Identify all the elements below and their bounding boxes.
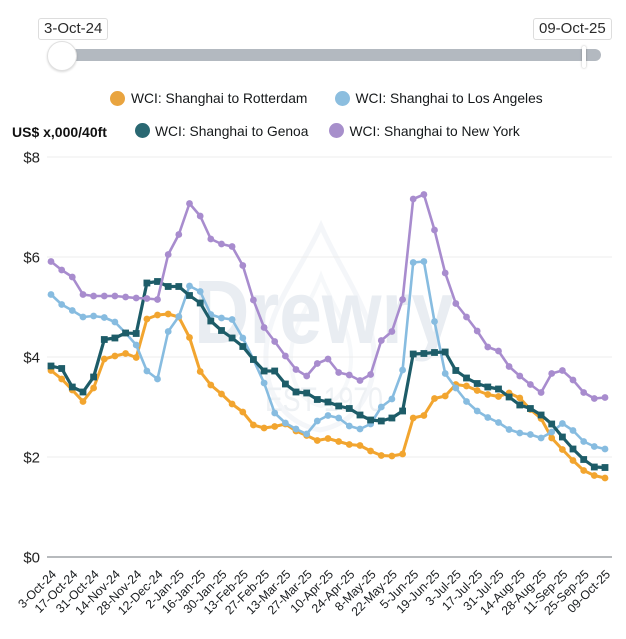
svg-text:$6: $6	[23, 250, 40, 267]
svg-text:$2: $2	[23, 450, 40, 467]
svg-text:$0: $0	[23, 550, 40, 567]
svg-text:$8: $8	[23, 150, 40, 167]
svg-text:$4: $4	[23, 350, 40, 367]
svg-text:Drewry: Drewry	[194, 263, 454, 363]
